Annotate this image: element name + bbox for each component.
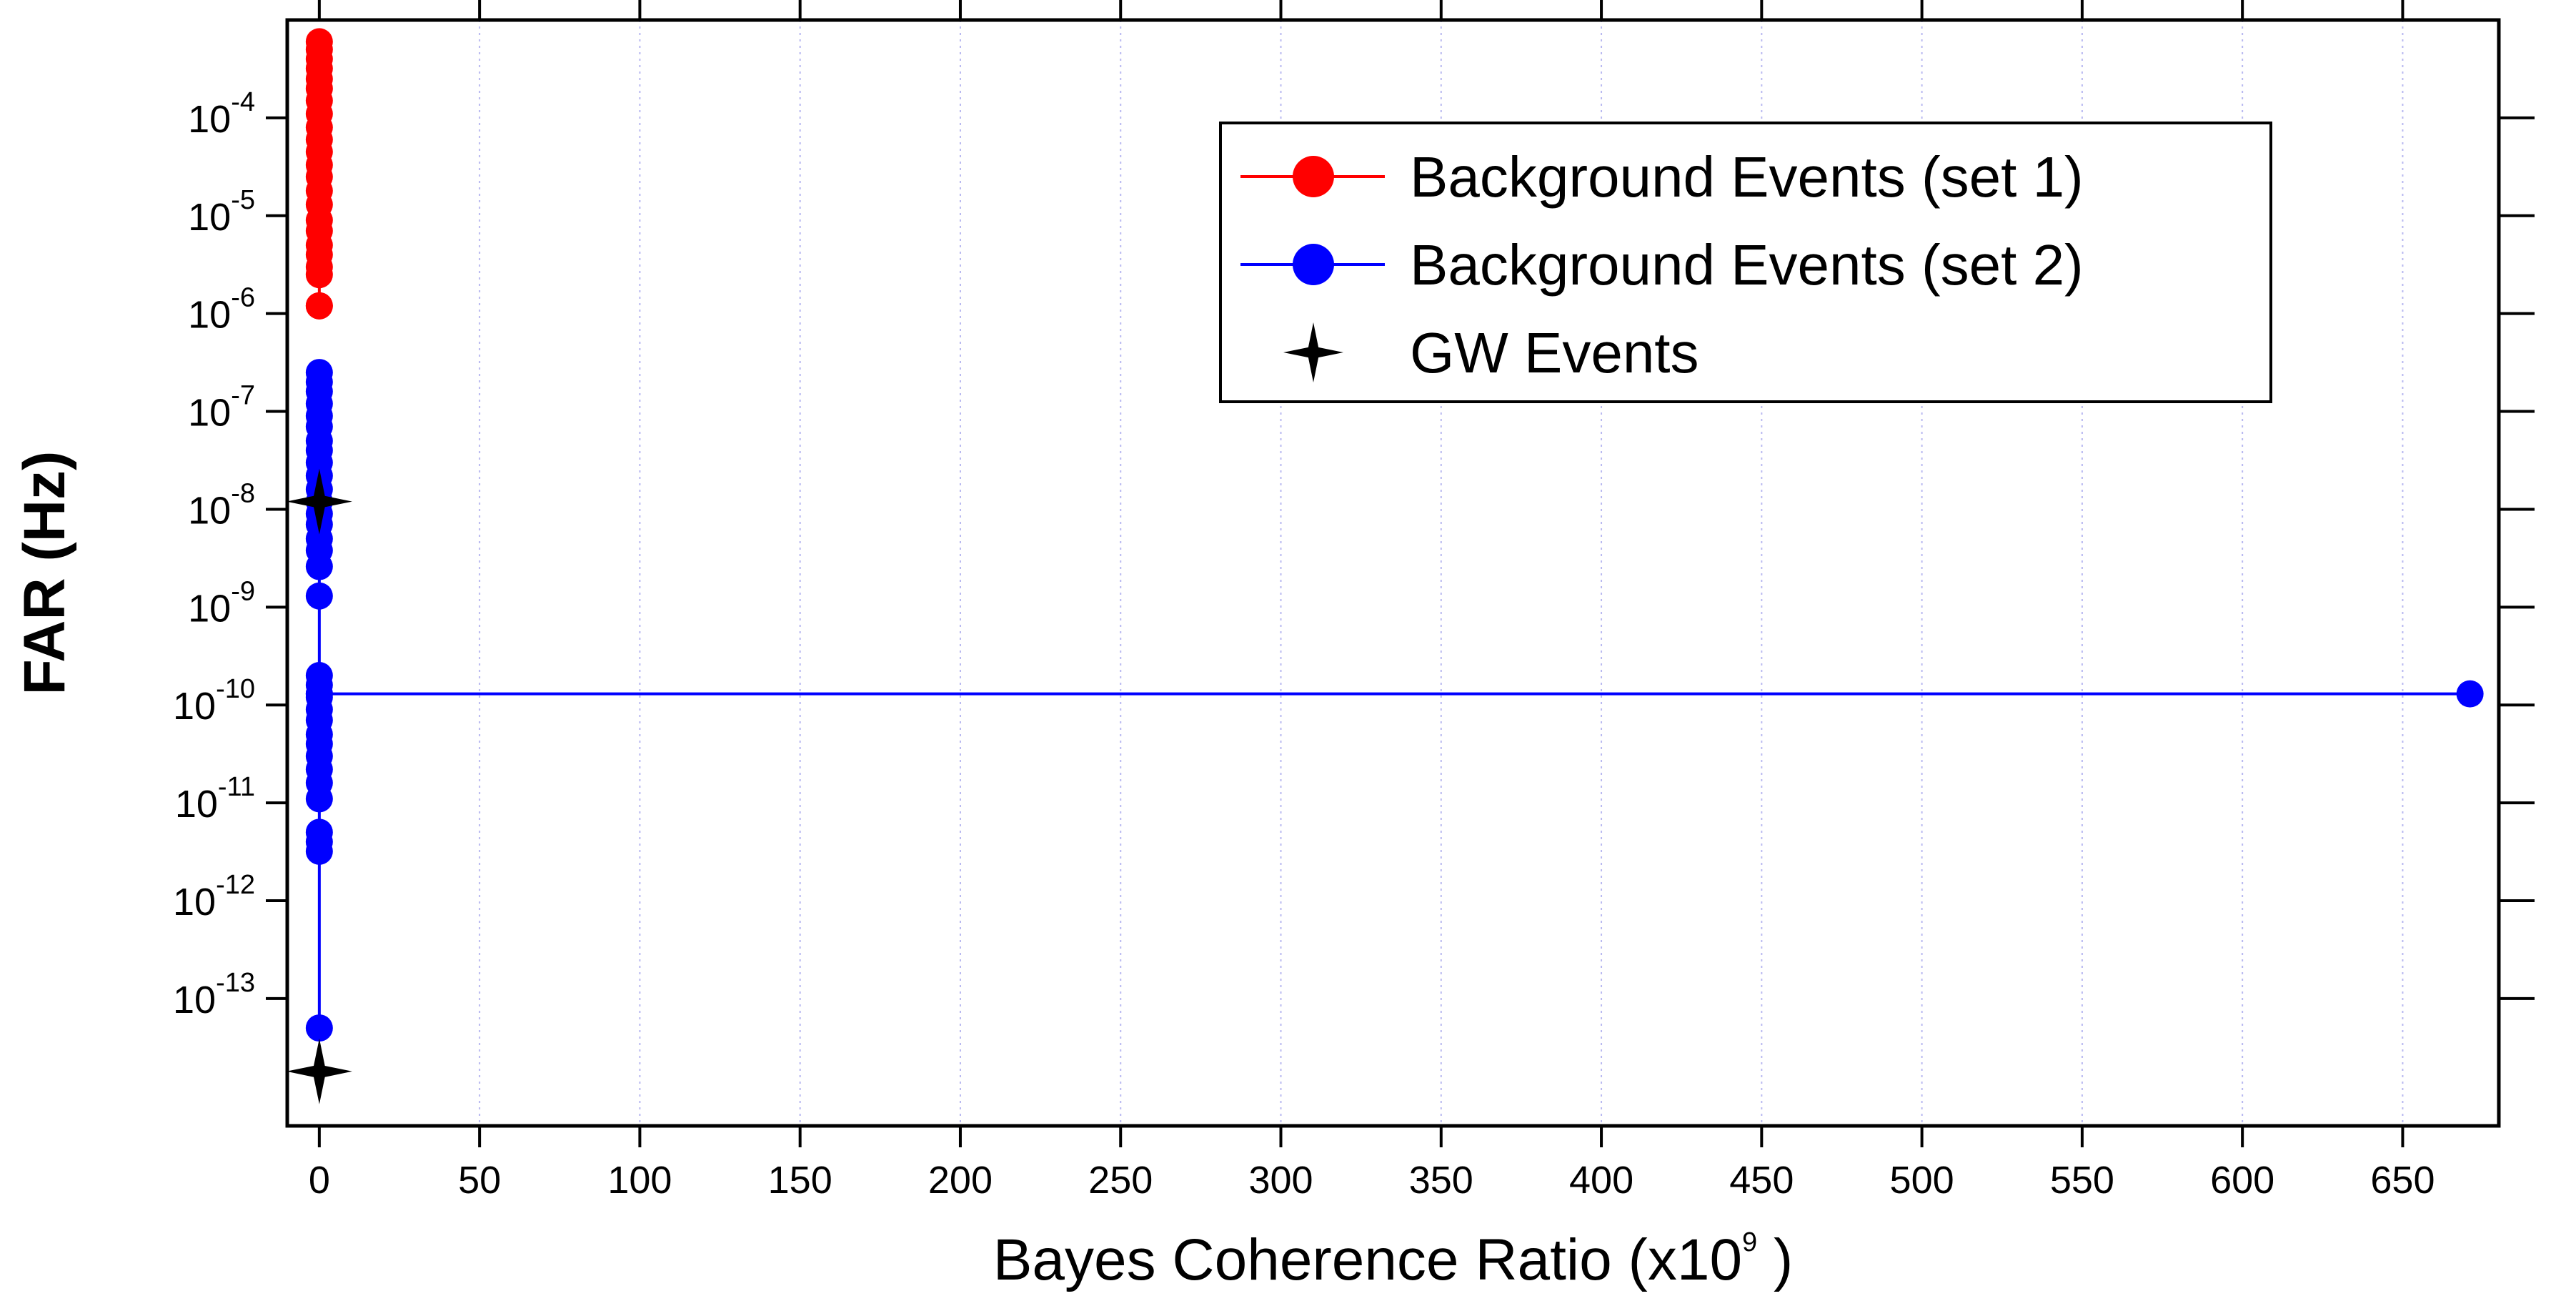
legend-entry-3: GW Events — [1283, 321, 1699, 385]
legend-box — [1219, 122, 2272, 403]
axis-ticks — [266, 0, 2535, 1147]
data-point — [305, 1014, 333, 1042]
legend-entries: Background Events (set 1) Background Even… — [1240, 145, 2084, 385]
y-tick-label: 10-5 — [188, 185, 255, 239]
legend-entry-2: Background Events (set 2) — [1240, 233, 2084, 297]
x-tick-label: 0 — [309, 1159, 330, 1202]
x-tick-label: 250 — [1088, 1159, 1153, 1202]
series-1 — [305, 28, 333, 320]
y-tick-label: 10-4 — [188, 87, 255, 141]
x-tick-label: 300 — [1248, 1159, 1313, 1202]
x-tick-label: 550 — [2050, 1159, 2114, 1202]
y-tick-label: 10-11 — [175, 772, 255, 826]
series-3 — [286, 468, 352, 1104]
x-tick-label: 500 — [1890, 1159, 1954, 1202]
legend-swatch-star — [1283, 322, 1343, 382]
data-point — [305, 553, 333, 580]
x-tick-label: 200 — [928, 1159, 993, 1202]
y-tick-label: 10-13 — [173, 968, 255, 1021]
legend-label: Background Events (set 1) — [1410, 145, 2084, 209]
series-2 — [305, 359, 2484, 1042]
plot-frame — [285, 18, 2501, 1128]
x-tick-label: 150 — [768, 1159, 832, 1202]
data-point — [2456, 680, 2484, 708]
data-point — [305, 261, 333, 289]
x-axis-title-text: Bayes Coherence Ratio (x10 — [993, 1227, 1742, 1292]
legend-label: Background Events (set 2) — [1410, 233, 2084, 297]
x-tick-label: 650 — [2370, 1159, 2435, 1202]
y-tick-label: 10-6 — [188, 283, 255, 337]
data-point — [305, 582, 333, 610]
plot-series — [286, 28, 2484, 1104]
data-point-star — [286, 1038, 352, 1104]
x-tick-label: 450 — [1729, 1159, 1794, 1202]
x-tick-labels: 0 50 100 150 200 250 300 350 400 450 500 550 600 650 — [309, 1159, 2435, 1202]
y-axis-title: FAR (Hz) — [12, 451, 77, 696]
x-axis-title: Bayes Coherence Ratio (x109 ) — [993, 1227, 1794, 1292]
y-tick-label: 10-12 — [173, 870, 255, 924]
legend-swatch-marker — [1293, 156, 1334, 197]
legend-entry-1: Background Events (set 1) — [1240, 145, 2084, 209]
x-tick-label: 100 — [607, 1159, 672, 1202]
y-tick-label: 10-9 — [188, 576, 255, 630]
legend-label: GW Events — [1410, 321, 1699, 385]
series-line — [317, 372, 2470, 1029]
y-tick-label: 10-7 — [188, 381, 255, 435]
data-point — [305, 785, 333, 813]
y-tick-labels: 10-4 10-5 10-6 10-7 10-8 10-9 10-10 10-11 10-12 1… — [173, 87, 255, 1021]
data-point — [305, 292, 333, 320]
y-tick-label: 10-8 — [188, 478, 255, 532]
x-axis-title-close: ) — [1757, 1227, 1793, 1292]
x-tick-label: 50 — [458, 1159, 501, 1202]
legend: Background Events (set 1) Background Even… — [1219, 122, 2272, 403]
x-axis-title-exponent: 9 — [1742, 1227, 1757, 1257]
x-tick-label: 400 — [1569, 1159, 1633, 1202]
x-tick-label: 600 — [2210, 1159, 2274, 1202]
data-point — [305, 837, 333, 865]
x-tick-label: 350 — [1409, 1159, 1473, 1202]
legend-swatch-marker — [1293, 244, 1334, 285]
y-tick-label: 10-10 — [173, 674, 255, 728]
data-point — [305, 680, 333, 708]
data-point-star — [286, 468, 352, 535]
x-grid — [479, 20, 2404, 1126]
